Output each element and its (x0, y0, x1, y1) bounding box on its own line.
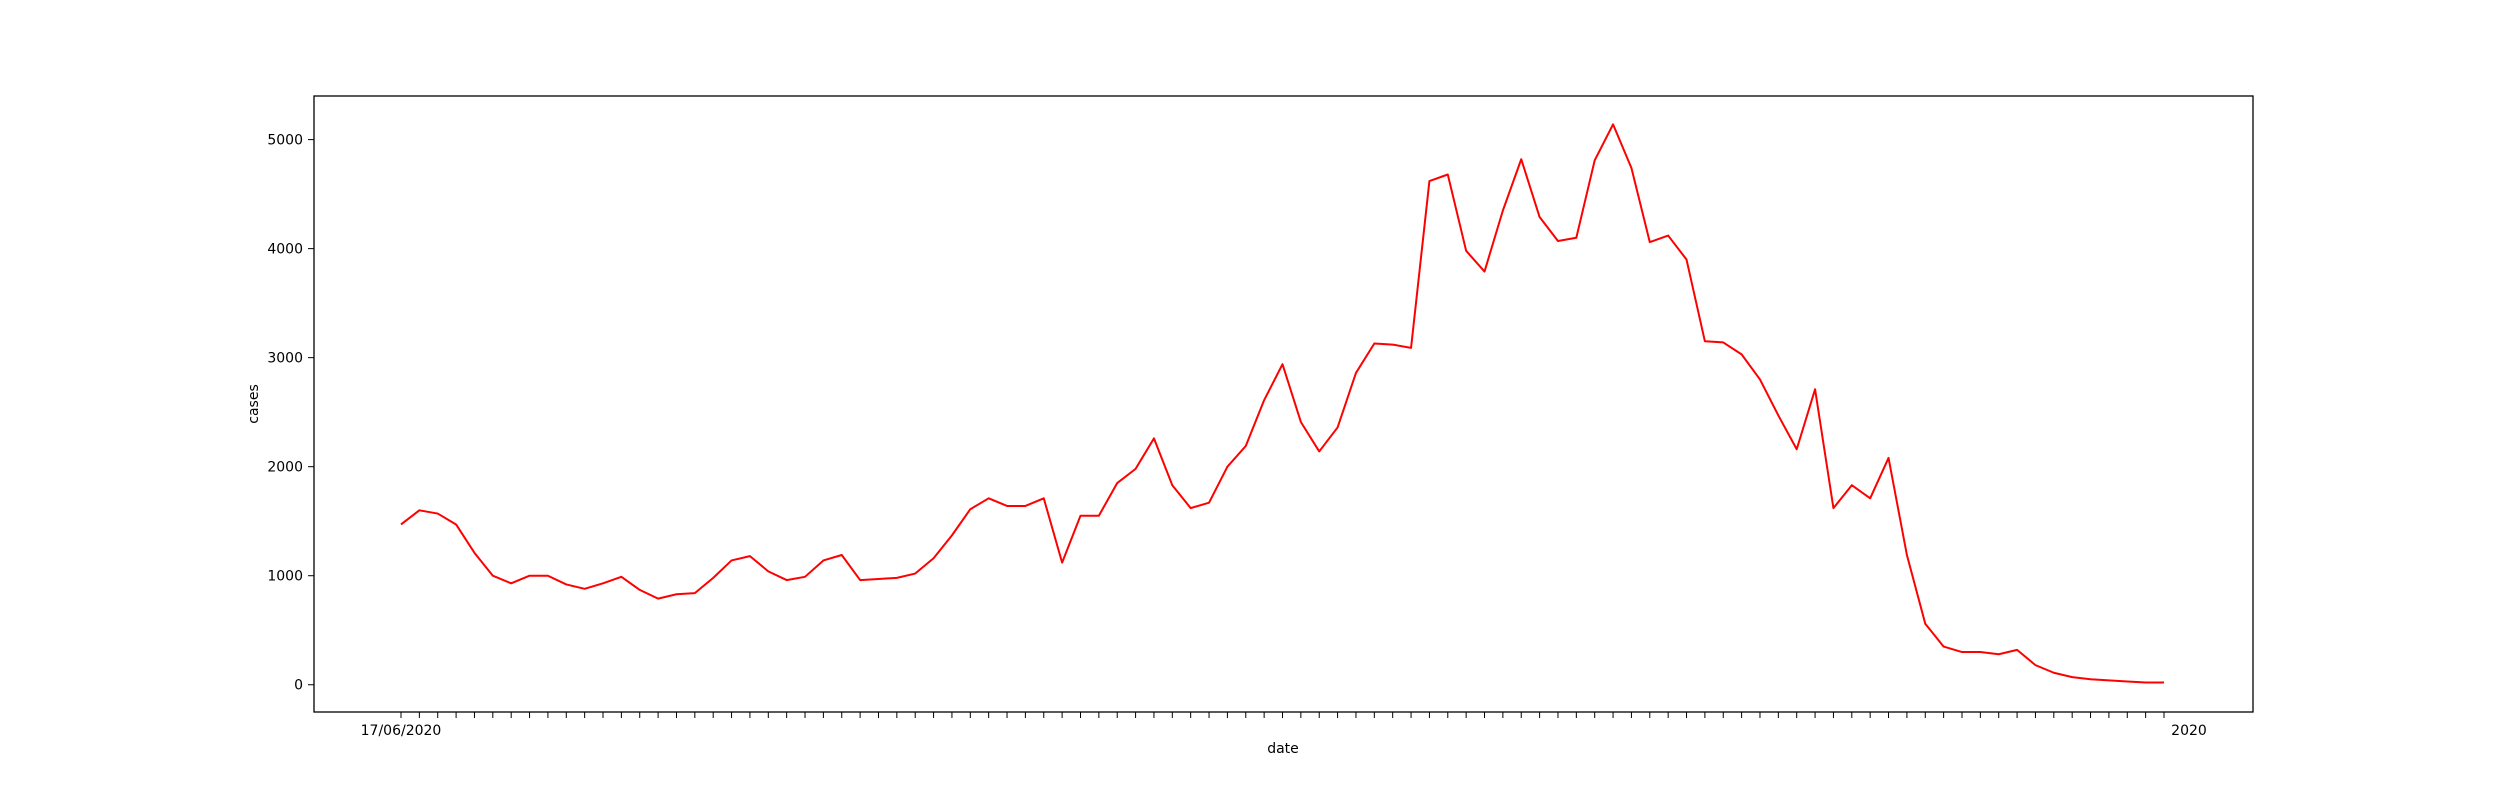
y-tick-label: 2000 (267, 460, 303, 476)
y-tick-label: 1000 (267, 569, 303, 585)
x-tick-label-first: 17/06/2020 (361, 723, 442, 739)
y-tick-label: 4000 (267, 242, 303, 258)
x-axis-ticks: 17/06/2020 2020 (361, 712, 2207, 739)
y-axis-label: cases (246, 384, 262, 423)
series-layer (400, 123, 2164, 684)
y-tick-label: 0 (294, 678, 303, 694)
series-line (400, 123, 2164, 684)
y-tick-label: 5000 (267, 133, 303, 149)
y-tick-label: 3000 (267, 351, 303, 367)
plot-area-frame (313, 95, 2254, 713)
x-tick-label-last: 2020 (2171, 723, 2207, 739)
y-axis-ticks: 0 1000 2000 3000 4000 5000 (267, 133, 314, 694)
x-axis-label: date (1267, 741, 1299, 757)
